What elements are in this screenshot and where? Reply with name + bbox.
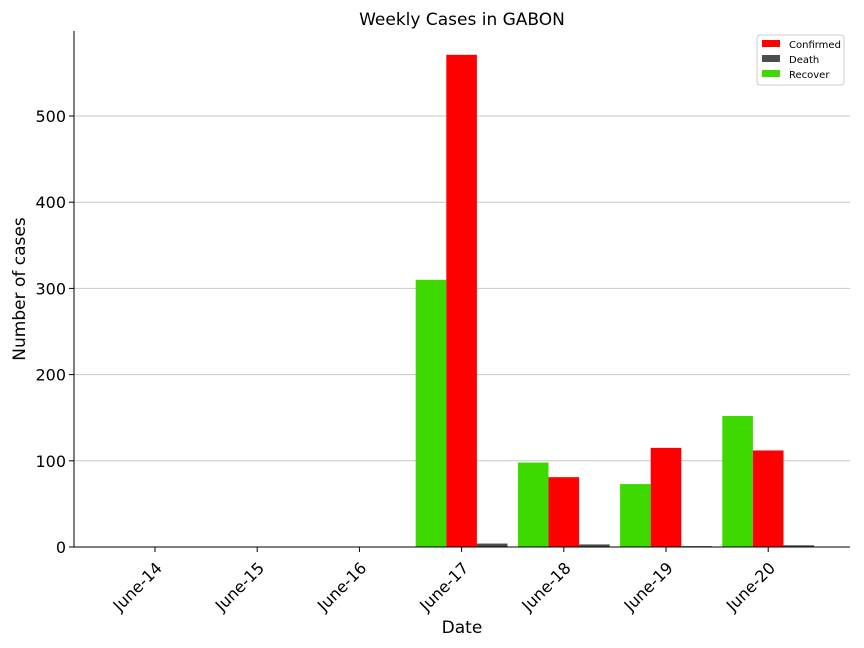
y-tick-label: 200: [35, 366, 66, 385]
y-tick-label: 300: [35, 279, 66, 298]
legend-label-recover: Recover: [789, 70, 830, 81]
bar-confirmed: [548, 477, 580, 547]
bar-recover: [517, 462, 549, 547]
legend-swatch-death: [762, 55, 780, 62]
bar-death: [476, 543, 508, 547]
x-axis-title: Date: [442, 618, 483, 638]
bar-confirmed: [446, 54, 477, 547]
x-tick-label: June-17: [415, 558, 472, 615]
bar-recover: [722, 415, 753, 547]
bars: [415, 54, 815, 547]
y-axis-title: Number of cases: [10, 217, 30, 361]
legend-label-death: Death: [789, 55, 819, 66]
legend-swatch-confirmed: [762, 40, 780, 47]
bar-confirmed: [752, 450, 784, 547]
bar-confirmed: [650, 447, 682, 547]
bar-death: [783, 545, 815, 547]
x-tick-label: June-20: [722, 558, 779, 615]
x-tick-label: June-18: [517, 558, 574, 615]
bar-death: [579, 544, 610, 547]
x-tick-label: June-14: [109, 558, 166, 615]
y-tick-label: 100: [35, 452, 66, 471]
legend-swatch-recover: [762, 70, 780, 77]
y-ticks: 0 100 200 300 400 500: [35, 107, 74, 557]
legend: Confirmed Death Recover: [756, 34, 845, 86]
bar-recover: [620, 484, 651, 547]
y-tick-label: 400: [35, 193, 66, 212]
x-tick-label: June-19: [620, 558, 677, 615]
legend-label-confirmed: Confirmed: [789, 40, 841, 51]
bar-recover: [415, 279, 447, 547]
y-tick-label: 0: [56, 538, 66, 557]
x-tick-label: June-16: [313, 558, 370, 615]
x-ticks: June-14 June-15 June-16 June-17 June-18 June-…: [109, 547, 779, 616]
chart-title: Weekly Cases in GABON: [359, 10, 565, 30]
y-tick-label: 500: [35, 107, 66, 126]
x-tick-label: June-15: [211, 558, 268, 615]
